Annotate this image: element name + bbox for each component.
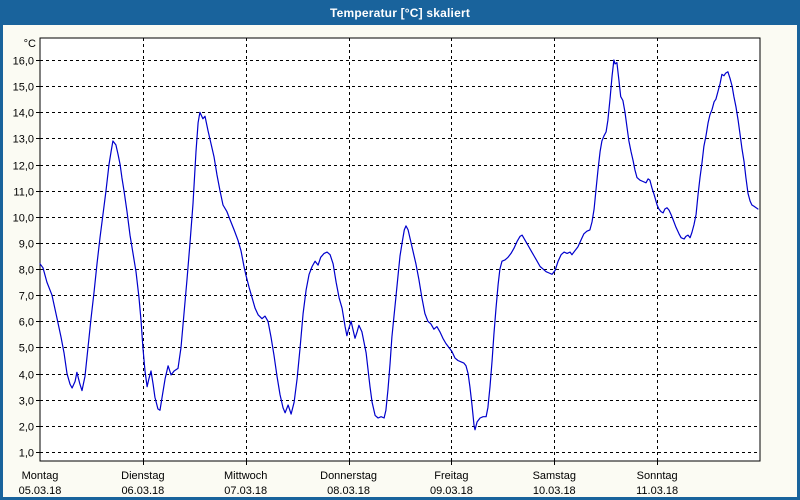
x-day-date-label: 10.03.18 <box>533 485 576 497</box>
x-day-date-label: 08.03.18 <box>327 485 370 497</box>
x-day-name-label: Dienstag <box>121 470 164 482</box>
y-tick-label: 13,0 <box>13 134 34 146</box>
x-day-name-label: Mittwoch <box>224 470 267 482</box>
x-day-name-label: Donnerstag <box>320 470 377 482</box>
x-day-date-label: 05.03.18 <box>19 485 62 497</box>
temperature-series-line <box>39 59 759 431</box>
y-tick-label: 11,0 <box>13 187 34 199</box>
y-tick-label: 12,0 <box>13 161 34 173</box>
y-tick-label: 15,0 <box>13 82 34 94</box>
x-day-date-label: 09.03.18 <box>430 485 473 497</box>
window-title: Temperatur [°C] skaliert <box>329 5 471 20</box>
window-titlebar: Temperatur [°C] skaliert <box>3 0 797 25</box>
chart-area: 16,0 15,0 14,0 13,0 12,0 11,0 10,0 9,0 8,0 7,0 6,0… <box>3 25 797 497</box>
y-tick-label: 10,0 <box>13 213 34 225</box>
y-tick-label: 1,0 <box>19 448 34 460</box>
y-tick-label: 4,0 <box>19 370 34 382</box>
y-axis-unit-label: °C <box>24 38 36 50</box>
y-tick-label: 5,0 <box>19 343 34 355</box>
x-day-name-label: Sonntag <box>637 470 678 482</box>
plot-background <box>39 37 761 462</box>
y-tick-label: 16,0 <box>13 56 34 68</box>
y-tick-label: 14,0 <box>13 108 34 120</box>
y-tick-label: 8,0 <box>19 265 34 277</box>
y-tick-label: 6,0 <box>19 317 34 329</box>
x-day-name-label: Freitag <box>434 470 468 482</box>
x-day-date-label: 07.03.18 <box>224 485 267 497</box>
x-day-name-label: Montag <box>22 470 59 482</box>
y-tick-label: 2,0 <box>19 422 34 434</box>
x-day-date-label: 06.03.18 <box>121 485 164 497</box>
x-day-date-label: 11.03.18 <box>636 485 678 497</box>
temperature-line-chart: 16,0 15,0 14,0 13,0 12,0 11,0 10,0 9,0 8,0 7,0 6,0… <box>13 37 761 497</box>
x-day-name-label: Samstag <box>533 470 576 482</box>
y-tick-label: 7,0 <box>19 291 34 303</box>
y-tick-label: 9,0 <box>19 239 34 251</box>
y-tick-label: 3,0 <box>19 396 34 408</box>
